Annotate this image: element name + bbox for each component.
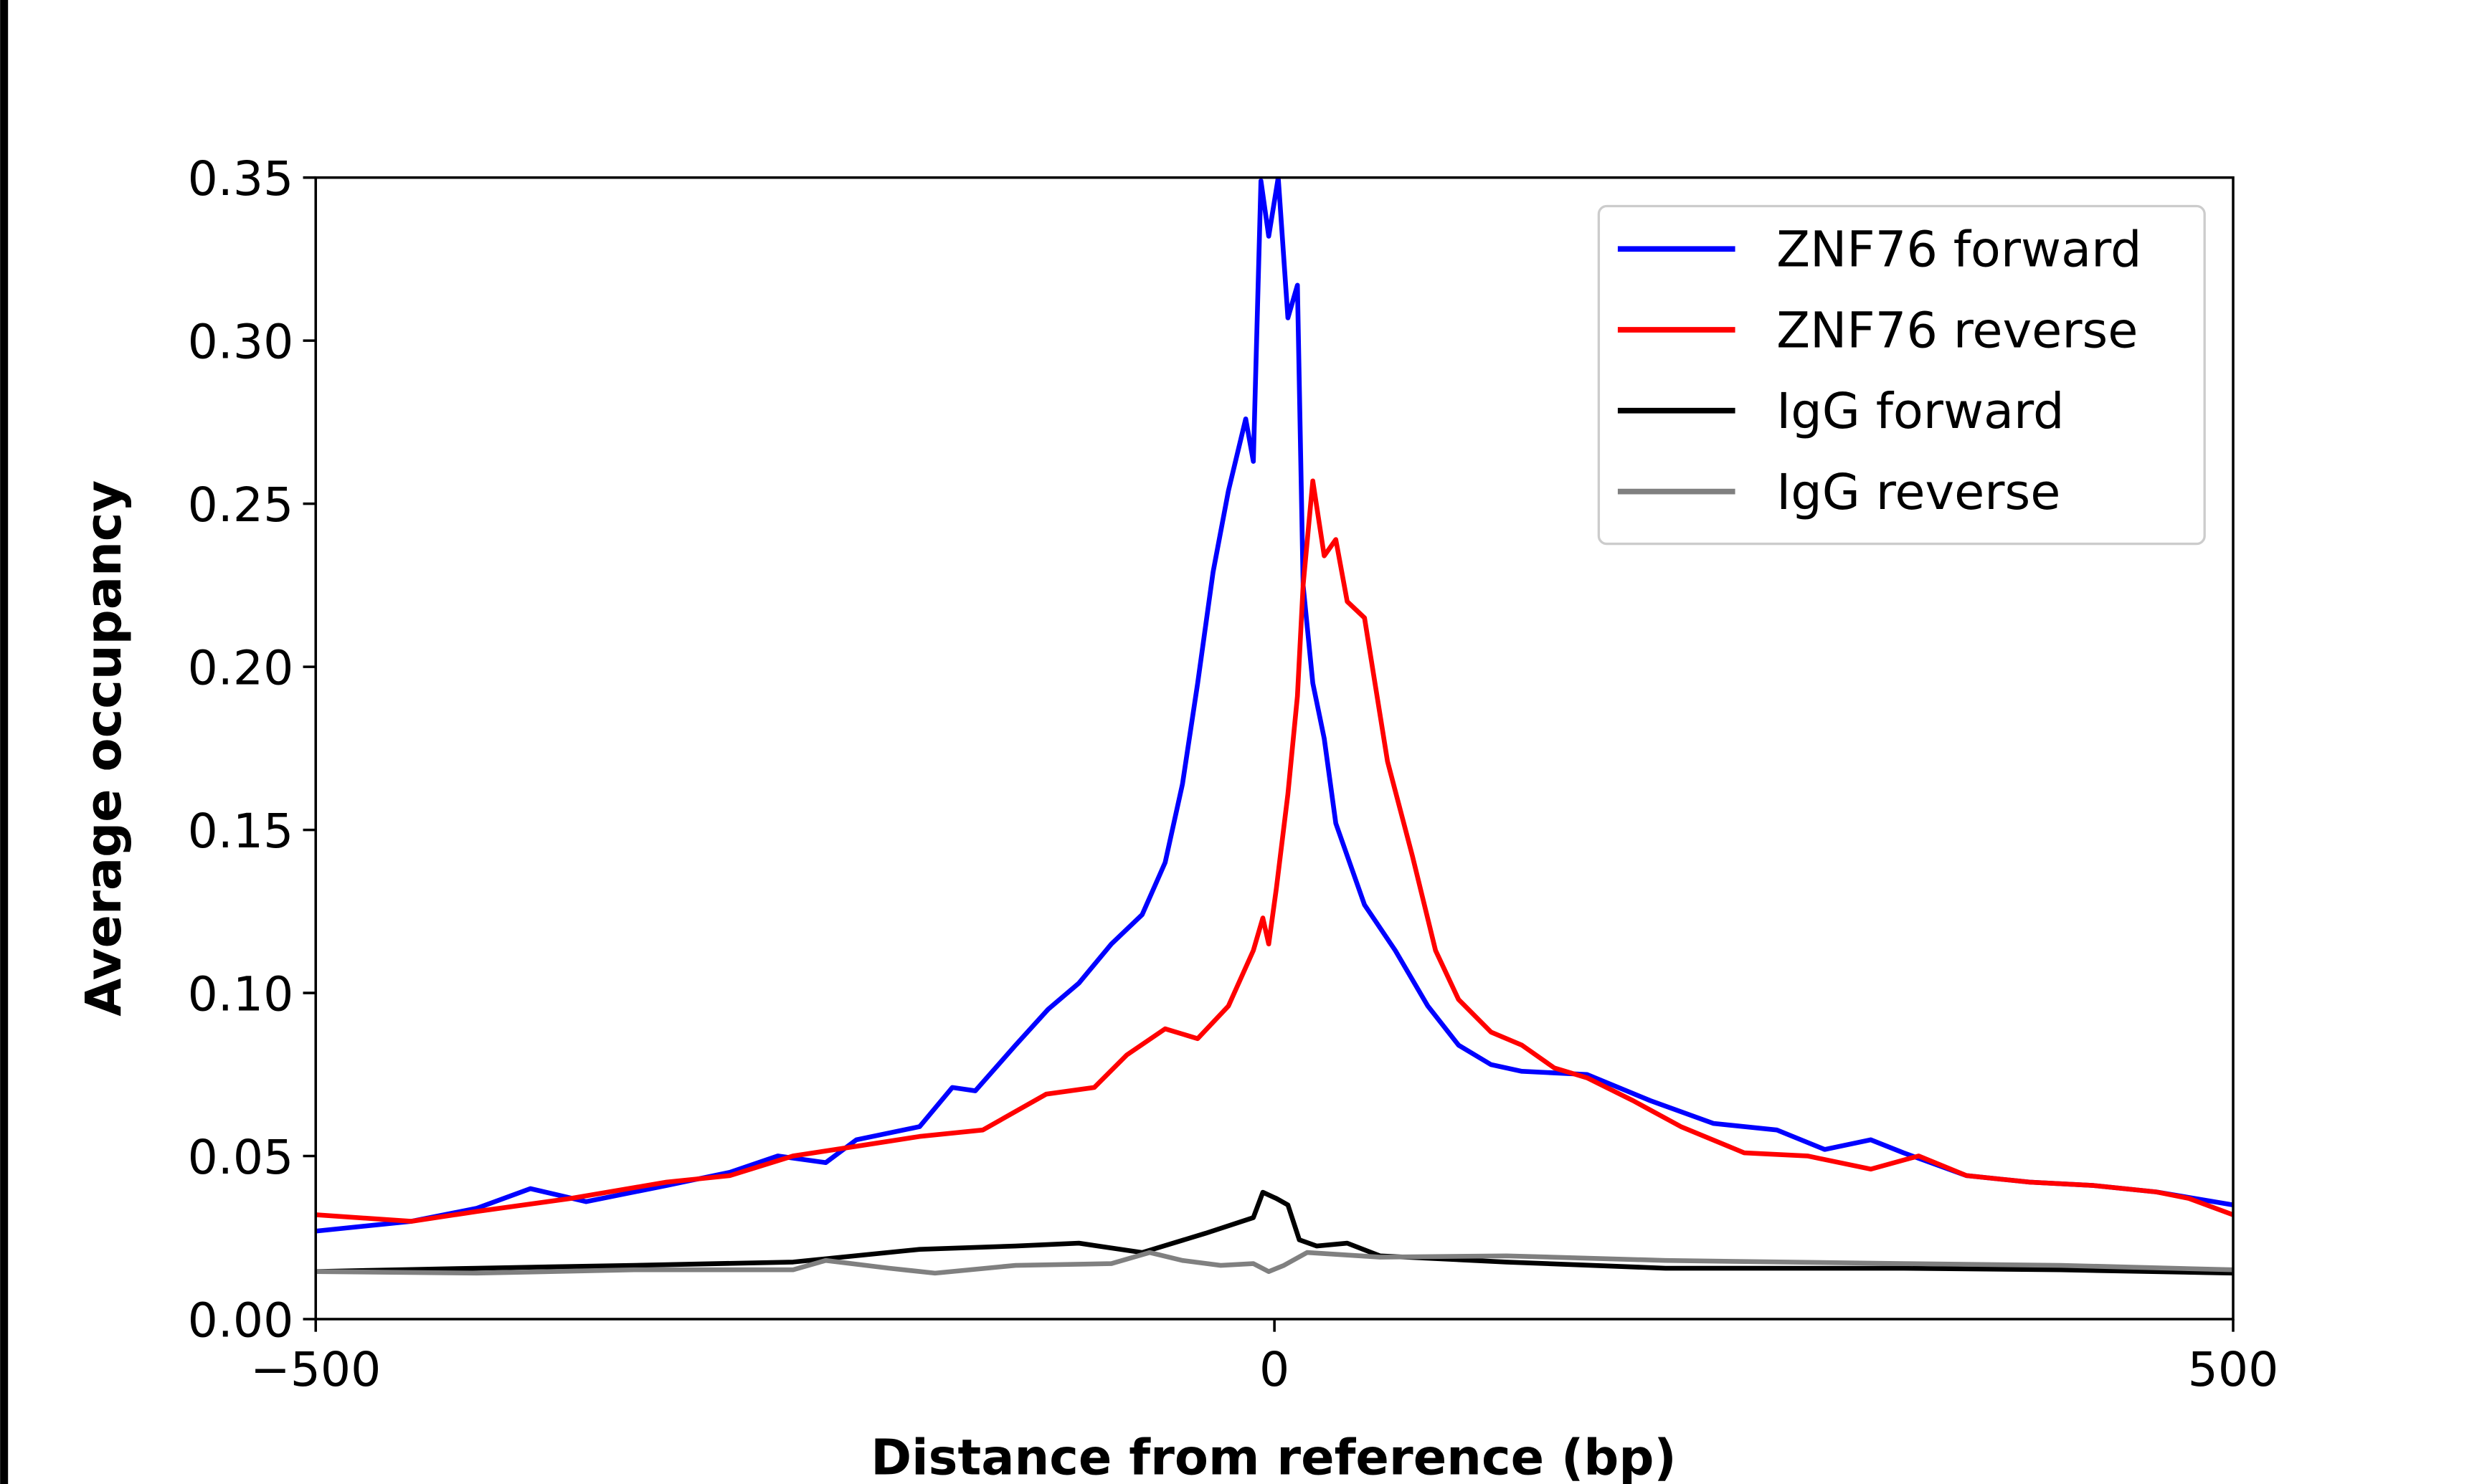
x-tick-label: −500 bbox=[250, 1341, 381, 1397]
y-tick-label: 0.00 bbox=[188, 1292, 294, 1348]
y-tick-label: 0.25 bbox=[188, 477, 294, 533]
left-border bbox=[0, 0, 9, 1484]
x-tick-label: 0 bbox=[1259, 1341, 1289, 1397]
y-tick-label: 0.10 bbox=[188, 966, 294, 1022]
y-tick-label: 0.05 bbox=[188, 1129, 294, 1185]
y-tick-label: 0.15 bbox=[188, 803, 294, 859]
y-tick-label: 0.35 bbox=[188, 151, 294, 206]
series-layer bbox=[316, 177, 2234, 1276]
legend-box bbox=[1597, 204, 2206, 546]
x-axis-label: Distance from reference (bp) bbox=[871, 1430, 1677, 1484]
y-tick-label: 0.30 bbox=[188, 313, 294, 369]
series-line-1 bbox=[316, 478, 2234, 1224]
series-line-3 bbox=[316, 1250, 2234, 1276]
series-line-0 bbox=[316, 177, 2234, 1234]
legend-label-3: IgG reverse bbox=[1776, 464, 2060, 521]
y-axis-label: Average occupancy bbox=[75, 480, 133, 1017]
legend: ZNF76 forward ZNF76 reverse IgG forward IgG… bbox=[1597, 204, 2206, 546]
legend-label-1: ZNF76 reverse bbox=[1776, 302, 2138, 359]
y-tick-label: 0.20 bbox=[188, 639, 294, 695]
legend-label-0: ZNF76 forward bbox=[1776, 222, 2141, 279]
x-axis: −500 0 500 bbox=[250, 1319, 2278, 1397]
legend-label-2: IgG forward bbox=[1776, 383, 2064, 440]
series-line-2 bbox=[316, 1189, 2234, 1276]
x-tick-label: 500 bbox=[2188, 1341, 2279, 1397]
y-axis: 0.00 0.05 0.10 0.15 0.20 0.25 0.30 0.35 bbox=[188, 151, 316, 1348]
